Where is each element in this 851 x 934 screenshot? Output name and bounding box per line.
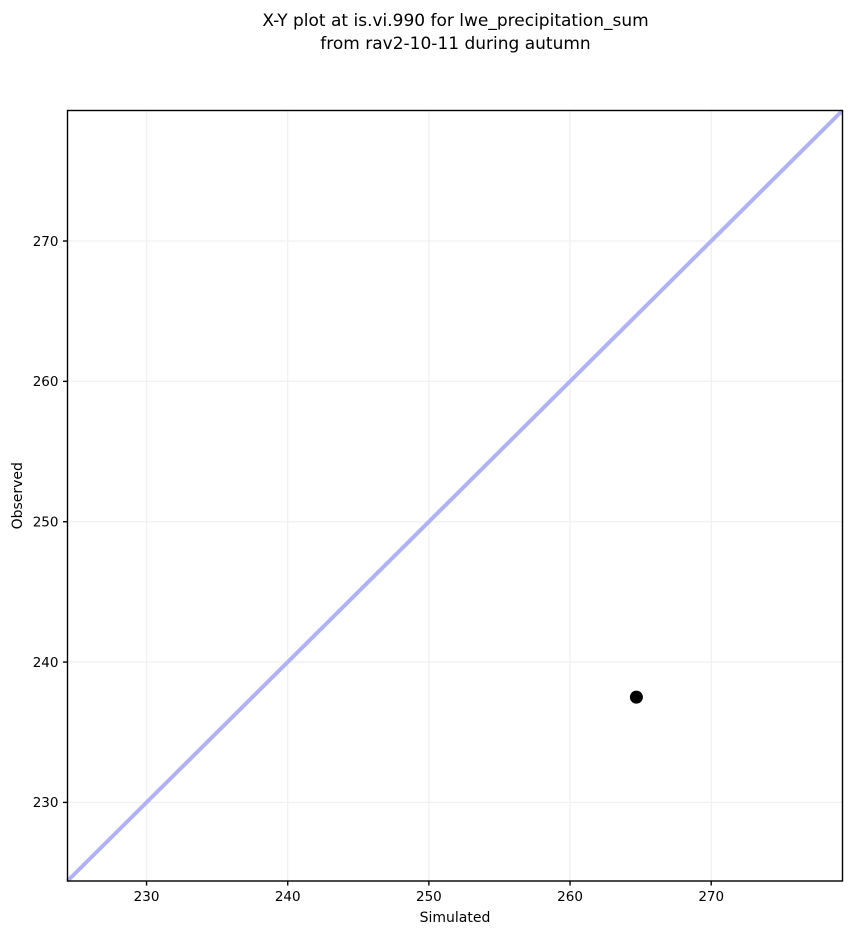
x-tick-label: 250 [416, 889, 442, 905]
x-tick-label: 260 [557, 889, 583, 905]
x-tick-label: 230 [134, 889, 160, 905]
x-tick-label: 270 [698, 889, 724, 905]
chart-title-line2: from rav2-10-11 during autumn [320, 34, 591, 54]
chart-title: X-Y plot at is.vi.990 for lwe_precipitat… [68, 10, 843, 56]
chart-title-line1: X-Y plot at is.vi.990 for lwe_precipitat… [262, 11, 649, 31]
y-axis-label: Observed [10, 462, 26, 529]
y-tick-label: 260 [33, 374, 59, 390]
data-point [629, 690, 643, 704]
y-tick-label: 240 [33, 655, 59, 671]
y-tick-label: 270 [33, 234, 59, 250]
x-tick-label: 240 [275, 889, 301, 905]
x-axis-label: Simulated [420, 910, 491, 926]
axes-spines [66, 109, 844, 882]
identity-line [66, 109, 844, 883]
y-tick-label: 230 [33, 795, 59, 811]
y-tick-label: 250 [33, 515, 59, 531]
